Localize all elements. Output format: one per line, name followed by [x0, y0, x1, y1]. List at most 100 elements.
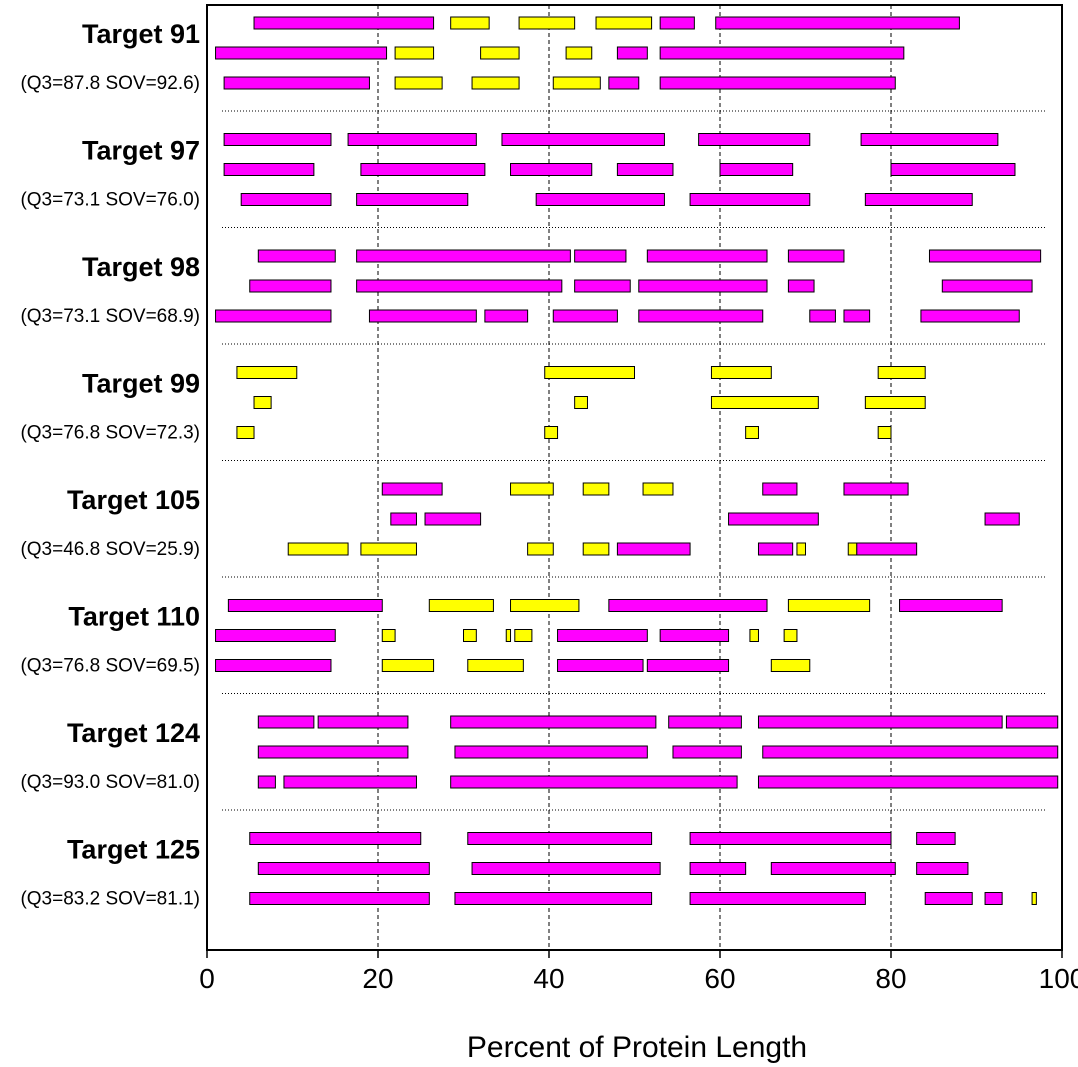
- bars: [215, 16, 1059, 905]
- segment-bar-pink: [719, 163, 794, 176]
- segment-bar-pink: [608, 76, 640, 90]
- segment-bar-pink: [215, 309, 332, 323]
- segment-bar-pink: [770, 862, 896, 875]
- segment-bar-pink: [215, 659, 332, 672]
- segment-bar-pink: [249, 892, 430, 905]
- segment-bar-pink: [616, 163, 674, 176]
- segment-bar-pink: [574, 279, 631, 293]
- segment-bar-yellow: [710, 396, 819, 409]
- segment-bar-pink: [757, 542, 794, 556]
- segment-bar-pink: [787, 279, 815, 293]
- segment-bar-pink: [390, 512, 417, 526]
- x-tick-label: 0: [199, 963, 215, 994]
- segment-bar-pink: [471, 862, 661, 875]
- segment-bar-yellow: [864, 396, 926, 409]
- x-tick-label: 60: [704, 963, 735, 994]
- segment-bar-yellow: [394, 76, 443, 90]
- segment-bar-pink: [689, 193, 811, 206]
- target-name: Target 125: [67, 835, 200, 865]
- segment-bar-yellow: [595, 16, 653, 30]
- segment-bar-pink: [668, 715, 742, 729]
- segment-bar-pink: [689, 862, 747, 875]
- segment-bar-yellow: [1031, 892, 1037, 905]
- segment-bar-pink: [215, 629, 336, 642]
- segment-bar-pink: [672, 745, 742, 759]
- segment-bar-pink: [535, 193, 665, 206]
- segment-bar-yellow: [847, 542, 858, 556]
- segment-bar-yellow: [428, 599, 494, 612]
- segment-bar-pink: [638, 309, 764, 323]
- segment-bar-yellow: [745, 426, 759, 439]
- target-labels: Target 91 (Q3=87.8 SOV=92.6) Target 97 (Q3=…: [20, 19, 200, 910]
- segment-bar-yellow: [552, 76, 601, 90]
- segment-bar-pink: [1005, 715, 1059, 729]
- segment-bar-pink: [467, 832, 653, 845]
- target-scores: (Q3=83.2 SOV=81.1): [20, 889, 200, 910]
- segment-bar-yellow: [381, 659, 435, 672]
- segment-bar-pink: [257, 745, 409, 759]
- target-scores: (Q3=76.8 SOV=69.5): [20, 656, 200, 677]
- segment-bar-pink: [356, 279, 563, 293]
- segment-bar-yellow: [253, 396, 272, 409]
- segment-bar-pink: [984, 892, 1003, 905]
- x-axis: 0 20 40 60 80 100: [199, 950, 1078, 994]
- segment-bar-pink: [347, 133, 477, 146]
- segment-bar-pink: [381, 482, 443, 496]
- segment-bar-pink: [484, 309, 529, 323]
- segment-bar-pink: [215, 46, 388, 60]
- target-scores: (Q3=73.1 SOV=68.9): [20, 306, 200, 327]
- segment-bar-pink: [317, 715, 409, 729]
- segment-bar-pink: [356, 193, 469, 206]
- x-tick-label: 20: [362, 963, 393, 994]
- target-name: Target 105: [67, 485, 200, 515]
- segment-bar-yellow: [518, 16, 576, 30]
- segment-bar-pink: [616, 542, 691, 556]
- segment-bar-pink: [223, 133, 332, 146]
- segment-bar-pink: [552, 309, 618, 323]
- segment-bar-yellow: [877, 426, 892, 439]
- segment-bar-pink: [283, 775, 417, 789]
- segment-bar-pink: [454, 892, 653, 905]
- target-name: Target 91: [82, 19, 200, 49]
- segment-bar-pink: [356, 249, 571, 263]
- segment-bar-pink: [223, 76, 370, 90]
- segment-bar-pink: [843, 482, 909, 496]
- segment-bar-pink: [787, 249, 845, 263]
- segment-bar-yellow: [287, 542, 349, 556]
- segment-bar-yellow: [514, 629, 533, 642]
- segment-bar-pink: [698, 133, 811, 146]
- segment-bar-yellow: [749, 629, 759, 642]
- segment-bar-pink: [762, 482, 798, 496]
- segment-bar-pink: [646, 249, 768, 263]
- segment-bar-pink: [368, 309, 477, 323]
- target-scores: (Q3=87.8 SOV=92.6): [20, 73, 200, 94]
- segment-bar-yellow: [360, 542, 417, 556]
- segment-bar-pink: [257, 862, 430, 875]
- segment-bar-pink: [608, 599, 768, 612]
- segment-bar-yellow: [527, 542, 554, 556]
- plot-frame: [206, 4, 1063, 951]
- segment-bar-yellow: [642, 482, 674, 496]
- segment-bar-pink: [856, 542, 918, 556]
- segment-bar-pink: [916, 832, 956, 845]
- segment-bar-yellow: [582, 482, 610, 496]
- segment-bar-yellow: [381, 629, 396, 642]
- segment-bar-yellow: [565, 46, 593, 60]
- segment-bar-pink: [916, 862, 969, 875]
- segment-bar-pink: [616, 46, 648, 60]
- segment-bar-yellow: [877, 366, 926, 379]
- segment-bar-pink: [646, 659, 730, 672]
- segment-bar-pink: [809, 309, 836, 323]
- segment-bar-pink: [249, 832, 422, 845]
- segment-bar-pink: [424, 512, 482, 526]
- segment-bar-yellow: [463, 629, 477, 642]
- segment-bar-pink: [227, 599, 383, 612]
- segment-bar-yellow: [510, 482, 554, 496]
- target-name: Target 124: [67, 718, 200, 748]
- segment-bar-yellow: [450, 16, 490, 30]
- segment-bar-pink: [941, 279, 1033, 293]
- segment-bar-pink: [223, 163, 315, 176]
- segment-bar-yellow: [544, 366, 635, 379]
- segment-bar-yellow: [787, 599, 871, 612]
